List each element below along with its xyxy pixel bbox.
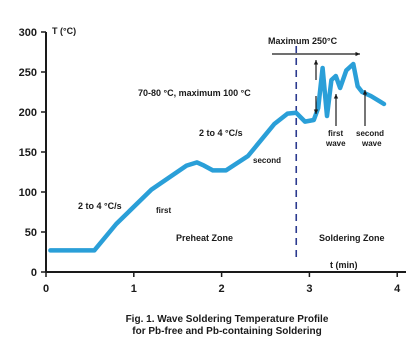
temperature-profile-line (48, 61, 387, 253)
axes: 0 50 100 150 200 250 300 0 1 2 3 4 (19, 27, 406, 295)
first-label: first (156, 206, 171, 215)
ramp1-label: 2 to 4 °C/s (78, 201, 122, 211)
caption-line-1: Fig. 1. Wave Soldering Temperature Profi… (126, 314, 329, 325)
first-wave-arrow-head (333, 94, 339, 99)
y-tick-label: 250 (19, 67, 37, 79)
y-tick-label: 300 (19, 27, 37, 39)
annotation-arrows (272, 51, 368, 126)
x-tick-label: 0 (43, 283, 49, 295)
first-wave-label-1: first (328, 129, 343, 138)
y-axis-title: T (°C) (52, 26, 76, 36)
y-tick-label: 0 (31, 267, 37, 279)
max-temp-up-arrow-head (313, 60, 319, 65)
soldering-zone-label: Soldering Zone (319, 233, 385, 243)
second-wave-label-1: second (356, 129, 384, 138)
x-tick-label: 1 (131, 283, 137, 295)
x-ticks: 0 1 2 3 4 (43, 272, 401, 295)
second-label: second (253, 156, 281, 165)
max-temp-arrow-head (355, 51, 360, 57)
x-tick-label: 2 (219, 283, 225, 295)
y-tick-label: 50 (25, 227, 37, 239)
preheat-zone-label: Preheat Zone (176, 233, 233, 243)
second-wave-arrow-head (362, 90, 368, 95)
x-axis-title: t (min) (330, 260, 358, 270)
caption-line-2: for Pb-free and Pb-containing Soldering (132, 326, 321, 337)
preheat-temp-label: 70-80 °C, maximum 100 °C (138, 88, 251, 98)
max-temp-down-arrow-head (313, 109, 319, 114)
y-ticks: 0 50 100 150 200 250 300 (19, 27, 46, 279)
y-tick-label: 100 (19, 187, 37, 199)
first-wave-label-2: wave (325, 139, 346, 148)
x-tick-label: 3 (306, 283, 312, 295)
y-tick-label: 150 (19, 147, 37, 159)
x-tick-label: 4 (394, 283, 401, 295)
second-wave-label-2: wave (361, 139, 382, 148)
ramp2-label: 2 to 4 °C/s (199, 128, 243, 138)
max-temp-label: Maximum 250°C (268, 36, 338, 46)
y-tick-label: 200 (19, 107, 37, 119)
